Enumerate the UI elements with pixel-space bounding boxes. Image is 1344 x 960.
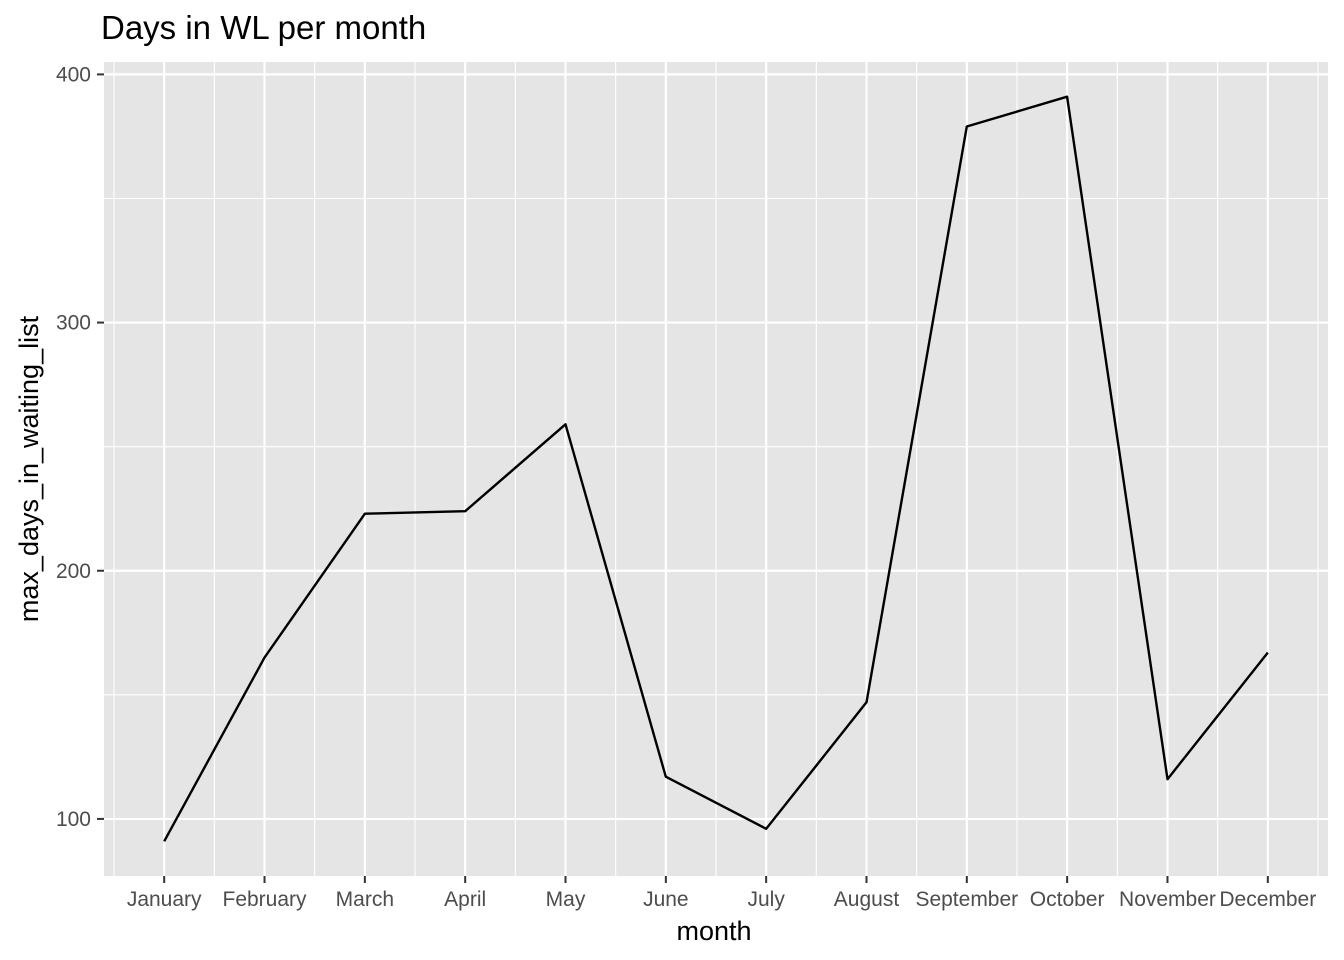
y-tick-label: 300 xyxy=(56,312,91,335)
x-tick-label: October xyxy=(1030,888,1105,911)
x-tick-label: May xyxy=(546,888,586,911)
x-tick-label: November xyxy=(1119,888,1216,911)
y-axis-label: max_days_in_waiting_list xyxy=(14,315,44,622)
x-tick-label: August xyxy=(834,888,900,911)
x-axis: January February March April May June July Augu… xyxy=(127,876,1316,911)
series-line xyxy=(163,95,1269,842)
x-tick-label: April xyxy=(444,888,486,911)
x-tick-label: February xyxy=(223,888,308,911)
x-tick-label: March xyxy=(336,888,394,911)
minor-gridlines xyxy=(104,62,1328,876)
x-tick-label: June xyxy=(643,888,689,911)
x-tick-label: July xyxy=(747,888,785,911)
x-tick-label: December xyxy=(1219,888,1316,911)
x-tick-label: January xyxy=(127,888,202,911)
y-tick-label: 100 xyxy=(56,808,91,831)
major-gridlines xyxy=(104,62,1328,876)
chart-title: Days in WL per month xyxy=(101,9,426,46)
y-axis: 100 200 300 400 xyxy=(56,63,104,831)
x-axis-label: month xyxy=(676,916,751,946)
y-tick-label: 400 xyxy=(56,63,91,86)
x-tick-label: September xyxy=(915,888,1018,911)
y-tick-label: 200 xyxy=(56,560,91,583)
